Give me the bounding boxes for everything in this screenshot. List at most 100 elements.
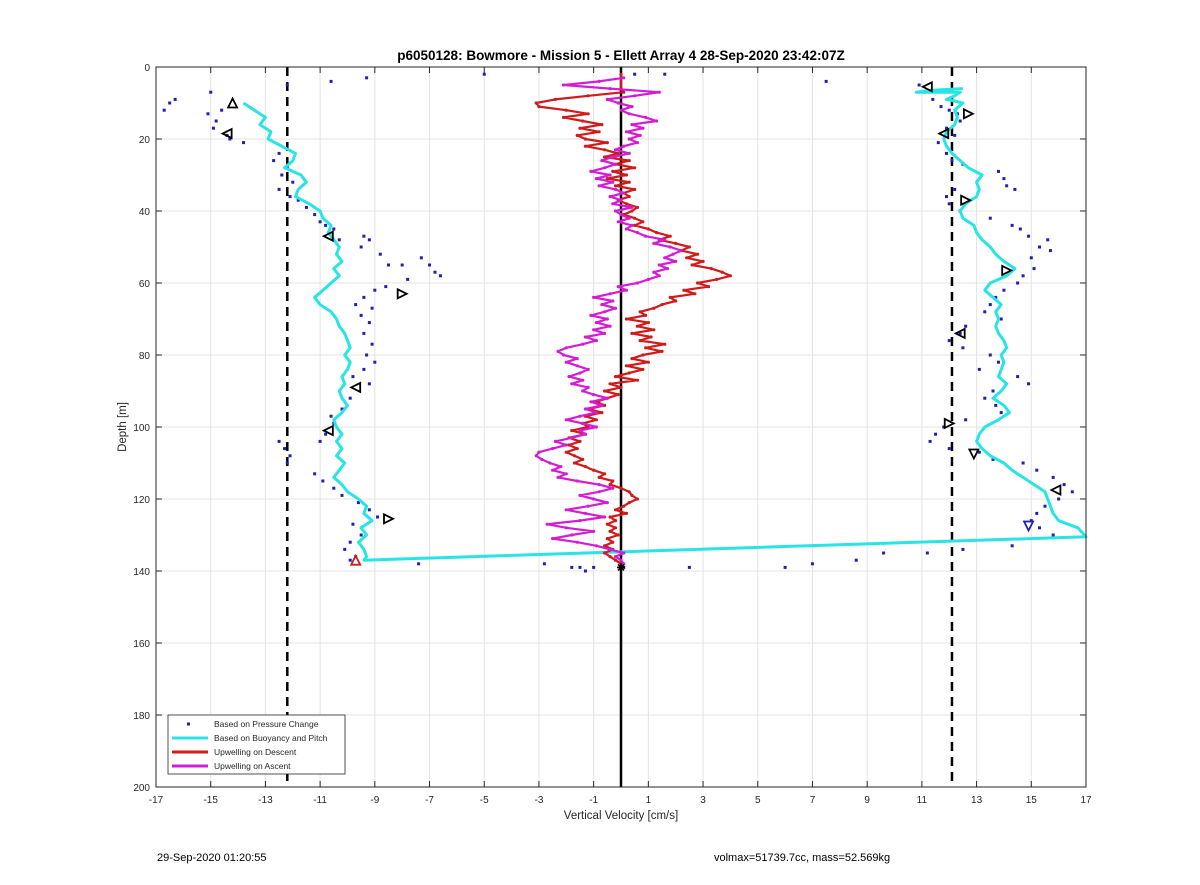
- descent-upwelling-point: [619, 385, 623, 389]
- pressure-change-point: [570, 565, 574, 569]
- descent-upwelling-point: [682, 288, 686, 292]
- ascent-upwelling-point: [597, 483, 601, 487]
- pressure-change-point: [387, 263, 390, 267]
- pressure-change-point: [1057, 497, 1061, 501]
- x-tick-label: -17: [149, 795, 164, 806]
- ascent-upwelling-point: [608, 324, 612, 328]
- ascent-upwelling-point: [594, 411, 598, 415]
- ascent-upwelling-point: [551, 447, 555, 451]
- ascent-upwelling-points: [534, 76, 683, 570]
- descent-upwelling-point: [627, 180, 631, 184]
- descent-upwelling-point: [622, 504, 626, 508]
- pressure-change-point: [961, 346, 965, 350]
- turn-marker-triangle-right: [1001, 264, 1014, 277]
- pressure-change-point: [947, 108, 951, 112]
- legend-entry-label: Based on Pressure Change: [214, 719, 319, 729]
- pressure-change-point: [1032, 267, 1036, 271]
- ascent-upwelling-point: [611, 180, 615, 184]
- ascent-upwelling-point: [627, 137, 631, 141]
- pressure-change-point: [988, 303, 992, 307]
- ascent-upwelling-point: [600, 303, 604, 307]
- pressure-change-point: [958, 119, 962, 123]
- x-tick-label: 9: [864, 795, 870, 806]
- x-tick-label: 1: [646, 795, 652, 806]
- descent-upwelling-point: [616, 533, 620, 537]
- ascent-upwelling-point: [551, 537, 555, 541]
- pressure-change-point: [945, 151, 948, 155]
- descent-upwelling-point: [690, 263, 694, 267]
- pressure-change-point: [936, 141, 940, 145]
- ascent-upwelling-point: [578, 414, 582, 418]
- ascent-upwelling-point: [613, 187, 618, 191]
- descent-upwelling-point: [608, 515, 612, 519]
- pressure-change-point: [324, 223, 328, 227]
- ascent-upwelling-point: [594, 177, 598, 181]
- descent-upwelling-point: [602, 403, 607, 407]
- descent-upwelling-point: [611, 169, 615, 173]
- pressure-change-point: [343, 547, 347, 551]
- x-tick-label: -9: [370, 795, 379, 806]
- pressure-change-point: [810, 562, 814, 566]
- turn-marker-triangle-left: [349, 381, 362, 394]
- descent-upwelling-point: [586, 94, 590, 98]
- legend-entry-label: Based on Buoyancy and Pitch: [214, 733, 328, 743]
- descent-upwelling-point: [608, 555, 612, 559]
- descent-upwelling-point: [583, 137, 588, 141]
- ascent-upwelling-point: [592, 295, 596, 299]
- pressure-change-point: [1027, 234, 1031, 238]
- descent-upwelling-point: [611, 479, 615, 483]
- descent-upwelling-point: [602, 472, 607, 476]
- pressure-change-point: [996, 169, 1000, 173]
- pressure-change-point: [1027, 382, 1031, 386]
- ascent-upwelling-point: [619, 108, 623, 112]
- descent-upwelling-point: [701, 259, 705, 263]
- pressure-change-point: [406, 277, 410, 281]
- pressure-change-point: [687, 565, 691, 569]
- descent-upwelling-point: [616, 393, 620, 397]
- pressure-change-point: [365, 76, 369, 80]
- pressure-change-point: [313, 213, 317, 217]
- ascent-upwelling-point: [534, 454, 538, 458]
- turn-marker-triangle-left: [321, 230, 334, 243]
- pressure-change-point: [370, 306, 374, 310]
- descent-upwelling-point: [674, 299, 678, 303]
- ascent-upwelling-point: [630, 205, 634, 209]
- descent-upwelling-point: [709, 267, 713, 271]
- pressure-change-point: [1046, 238, 1050, 242]
- pressure-change-points: [162, 72, 1074, 573]
- descent-upwelling-point: [646, 227, 650, 231]
- pressure-change-point: [942, 425, 946, 429]
- ascent-upwelling-point: [564, 508, 568, 512]
- x-tick-label: 11: [917, 795, 928, 806]
- ascent-upwelling-point: [586, 367, 590, 371]
- pressure-change-point: [947, 202, 951, 206]
- pressure-change-point: [988, 216, 992, 220]
- pressure-change-point: [228, 137, 232, 141]
- pressure-change-point: [996, 360, 1000, 364]
- pressure-change-point: [945, 126, 948, 130]
- pressure-change-point: [958, 331, 962, 335]
- descent-upwelling-point: [641, 220, 645, 224]
- descent-upwelling-point: [570, 429, 574, 433]
- descent-upwelling-point: [613, 519, 618, 523]
- descent-upwelling-point: [564, 108, 568, 112]
- pressure-change-point: [882, 551, 886, 555]
- pressure-change-point: [285, 83, 289, 87]
- pressure-change-point: [428, 263, 432, 267]
- pressure-change-point: [991, 389, 995, 393]
- pressure-change-point: [1021, 461, 1025, 465]
- ascent-upwelling-point: [608, 292, 612, 296]
- pressure-change-point: [964, 324, 968, 328]
- pressure-change-point: [321, 479, 325, 483]
- legend-swatch-points: [187, 722, 190, 726]
- pressure-change-point: [1051, 475, 1055, 479]
- legend-entry-label: Upwelling on Descent: [214, 747, 297, 757]
- pressure-change-point: [988, 353, 992, 357]
- descent-upwelling-point: [605, 177, 609, 181]
- ascent-upwelling-point: [597, 184, 601, 188]
- descent-upwelling-point: [635, 205, 640, 209]
- pressure-change-point: [977, 367, 981, 371]
- ascent-upwelling-point: [619, 198, 623, 202]
- x-tick-label: 15: [1026, 795, 1038, 806]
- descent-upwelling-point: [633, 166, 637, 170]
